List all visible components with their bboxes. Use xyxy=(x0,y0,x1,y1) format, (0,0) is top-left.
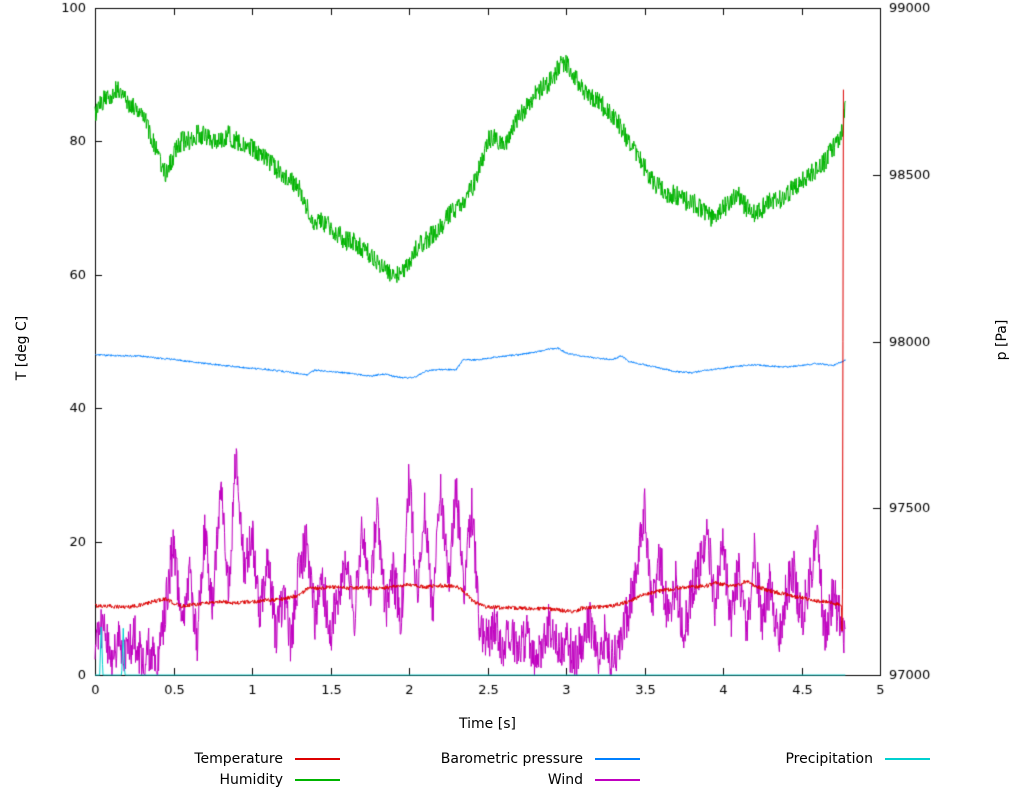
legend-label-humidity: Humidity xyxy=(219,771,283,788)
legend-empty-cell xyxy=(640,769,930,790)
legend-item-wind: Wind xyxy=(340,769,640,790)
legend-item-temperature: Temperature xyxy=(20,748,340,769)
legend: Temperature Barometric pressure Precipit… xyxy=(20,748,930,790)
legend-label-precipitation: Precipitation xyxy=(785,750,873,767)
legend-item-barometric-pressure: Barometric pressure xyxy=(340,748,640,769)
legend-label-wind: Wind xyxy=(547,771,583,788)
wind-legend-line-icon xyxy=(595,778,640,781)
precipitation-legend-line-icon xyxy=(885,757,930,760)
y-right-axis-title: p [Pa] xyxy=(994,319,1010,361)
y-left-axis-title: T [deg C] xyxy=(14,315,30,381)
legend-item-humidity: Humidity xyxy=(20,769,340,790)
x-axis-title: Time [s] xyxy=(459,716,516,732)
barometric-pressure-legend-line-icon xyxy=(595,757,640,760)
humidity-legend-line-icon xyxy=(295,778,340,781)
legend-label-temperature: Temperature xyxy=(194,750,283,767)
legend-item-precipitation: Precipitation xyxy=(640,748,930,769)
temperature-legend-line-icon xyxy=(295,757,340,760)
legend-label-barometric-pressure: Barometric pressure xyxy=(440,750,583,767)
